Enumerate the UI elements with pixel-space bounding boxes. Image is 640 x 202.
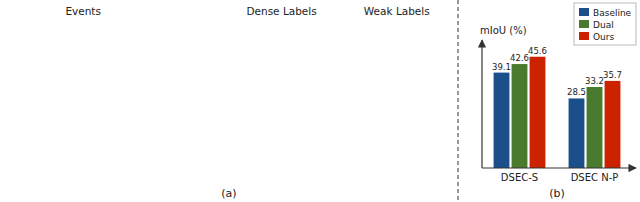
chart: (a) Events Dense Labels Weak Labels 39.1 28.5…	[0, 0, 640, 202]
data-label: 35.7	[603, 70, 622, 80]
data-label: 45.6	[528, 46, 547, 56]
y-label: mIoU (%)	[480, 25, 527, 36]
y-axis	[481, 40, 482, 168]
bar	[530, 57, 546, 168]
bar	[605, 81, 621, 168]
bar	[494, 73, 510, 168]
panel-subtitle: (a)	[221, 187, 236, 200]
legend-label: Baseline	[593, 8, 632, 18]
data-label: 42.6	[510, 53, 529, 63]
panel-title: Dense Labels	[246, 5, 316, 17]
bar	[512, 64, 528, 168]
bar	[587, 87, 603, 168]
bars	[494, 57, 621, 168]
data-label: 39.1	[492, 62, 511, 72]
subtitle: (b)	[549, 187, 565, 200]
data-label: 33.2	[585, 76, 604, 86]
legend-swatch	[579, 32, 589, 40]
legend-swatch	[579, 8, 589, 16]
legend-label: Dual	[593, 20, 614, 30]
data-label: 28.5	[567, 87, 586, 97]
x-tick-label: DSEC N-P	[571, 172, 619, 183]
x-axis	[482, 167, 636, 168]
x-tick-label: DSEC-S	[501, 172, 538, 183]
bar	[569, 98, 585, 168]
panel-title: Weak Labels	[364, 5, 430, 17]
legend-swatch	[579, 20, 589, 28]
legend: Baseline Dual Ours	[574, 3, 636, 45]
data-labels: 39.1 28.5 42.6 33.2 45.6 35.7	[492, 46, 622, 98]
separator	[458, 0, 459, 202]
panel-title: Events	[65, 5, 101, 17]
legend-box	[574, 3, 636, 45]
legend-label: Ours	[593, 32, 614, 42]
